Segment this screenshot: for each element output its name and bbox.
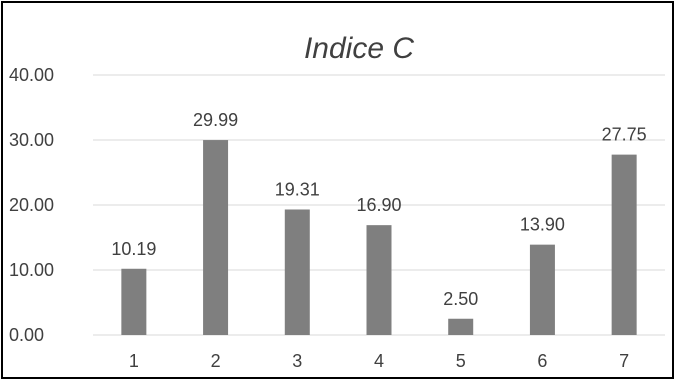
bars: [121, 140, 637, 335]
y-tick-label: 40.00: [9, 65, 54, 85]
bar: [366, 225, 392, 335]
data-labels: 10.19 29.99 19.31 16.90 2.50 13.90 27.75: [111, 110, 646, 309]
y-tick-label: 0.00: [9, 325, 44, 345]
bar: [284, 209, 310, 335]
gridlines: [93, 74, 665, 336]
y-tick-label: 30.00: [9, 130, 54, 150]
bar: [448, 318, 474, 335]
data-label: 16.90: [356, 195, 401, 215]
x-tick-label: 3: [292, 351, 302, 371]
bar: [611, 154, 637, 335]
data-label: 10.19: [111, 239, 156, 259]
x-tick-label: 4: [374, 351, 384, 371]
bar: [121, 268, 147, 335]
bar: [203, 140, 229, 335]
y-tick-label: 20.00: [9, 195, 54, 215]
x-tick-label: 5: [456, 351, 466, 371]
x-tick-label: 2: [211, 351, 221, 371]
data-label: 19.31: [275, 179, 320, 199]
y-tick-label: 10.00: [9, 260, 54, 280]
x-axis-ticks: 1 2 3 4 5 6 7: [129, 351, 629, 371]
data-label: 27.75: [602, 125, 647, 145]
data-label: 2.50: [443, 289, 478, 309]
data-label: 13.90: [520, 215, 565, 235]
chart-title: Indice C: [304, 32, 414, 65]
data-label: 29.99: [193, 110, 238, 130]
x-tick-label: 6: [537, 351, 547, 371]
y-axis-ticks: 0.00 10.00 20.00 30.00 40.00: [9, 65, 54, 345]
x-tick-label: 7: [619, 351, 629, 371]
x-tick-label: 1: [129, 351, 139, 371]
bar: [529, 244, 555, 335]
bar-chart: 10.19 29.99 19.31 16.90 2.50 13.90 27.75 0.00 1…: [9, 32, 665, 371]
